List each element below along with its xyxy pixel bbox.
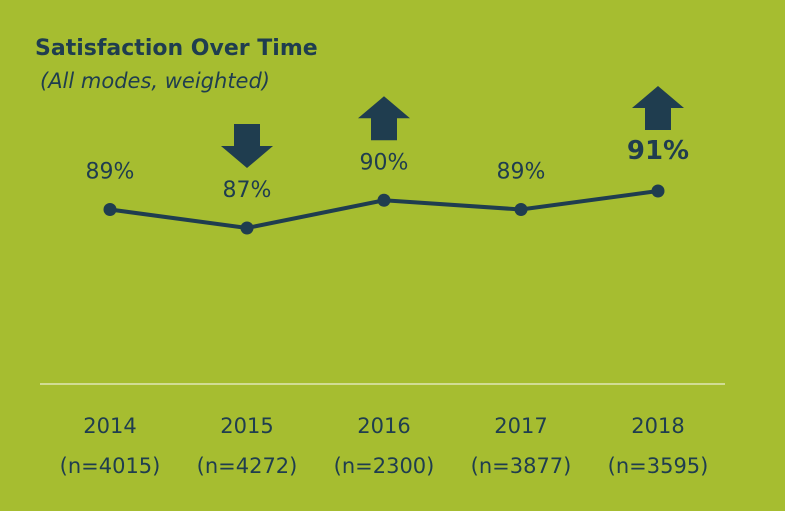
point — [377, 193, 391, 207]
value-label: 87% — [223, 178, 272, 203]
x-tick-label: 2016 — [357, 414, 410, 438]
x-tick-label: 2018 — [631, 414, 684, 438]
sample-size-label: (n=4015) — [60, 454, 161, 478]
point — [103, 203, 117, 216]
value-label: 89% — [86, 160, 135, 185]
x-tick-label: 2015 — [220, 414, 273, 438]
point — [514, 203, 528, 216]
sample-size-label: (n=2300) — [334, 454, 435, 478]
point — [651, 184, 665, 198]
sample-size-label: (n=4272) — [197, 454, 298, 478]
chart-subtitle: (All modes, weighted) — [40, 69, 270, 93]
sample-size-label: (n=3877) — [471, 454, 572, 478]
change-arrow-up — [632, 86, 684, 130]
point — [240, 221, 254, 235]
value-label: 89% — [497, 160, 546, 185]
x-tick-label: 2017 — [494, 414, 547, 438]
value-label: 90% — [360, 150, 409, 175]
change-arrow-up — [358, 96, 410, 141]
chart-title: Satisfaction Over Time — [35, 36, 318, 61]
sample-size-label: (n=3595) — [608, 454, 709, 478]
x-tick-label: 2014 — [83, 414, 136, 438]
value-label: 91% — [627, 136, 689, 166]
change-arrow-down — [221, 124, 273, 168]
